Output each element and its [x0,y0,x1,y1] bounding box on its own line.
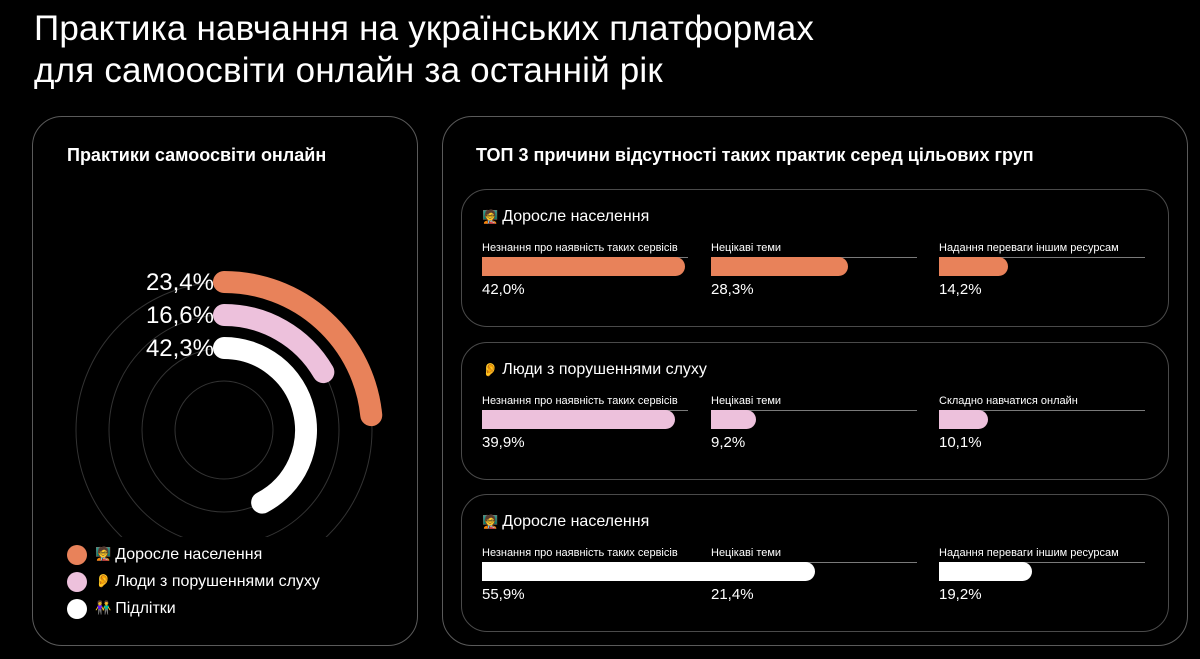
reason-label: Нецікаві теми [711,395,782,407]
guide-ring-4 [174,380,274,480]
reason-group-title: 👂 Люди з порушеннями слуху [482,361,707,379]
reason-bar [482,562,753,581]
legend-swatch [67,598,87,619]
reason-metric: Незнання про наявність таких сервісів 55,… [482,547,753,603]
legend-label: Підлітки [115,599,176,617]
page-title-line-2: для самоосвіти онлайн за останній рік [34,51,663,90]
reason-bar-baseline [939,562,1145,563]
reason-metric: Нецікаві теми 28,3% [711,242,917,298]
reason-value: 10,1% [939,434,982,451]
reasons-panel: ТОП 3 причини відсутності таких практик … [442,116,1188,646]
reason-metric: Складно навчатися онлайн 10,1% [939,395,1145,451]
reason-bar [939,410,988,429]
reason-bar [711,257,848,276]
reason-bar [482,410,676,429]
legend-label: Люди з порушеннями слуху [115,572,320,590]
legend-item-1: 🧑‍🏫 Доросле населення [67,541,320,568]
group-icon: 👫 [95,601,112,616]
reason-group-title: 🧑‍🏫 Доросле населення [482,513,649,531]
reason-label: Надання переваги іншим ресурсам [939,242,1119,254]
reason-group-3: 🧑‍🏫 Доросле населення Незнання про наявніс… [461,494,1169,632]
reason-value: 21,4% [711,586,754,603]
reason-bar-track [939,409,1145,429]
reason-metric: Надання переваги іншим ресурсам 14,2% [939,242,1145,298]
reason-bar [711,410,756,429]
reason-label: Незнання про наявність таких сервісів [482,395,678,407]
reason-bar-track [482,561,753,581]
reason-metric: Нецікаві теми 9,2% [711,395,917,451]
group-name: Доросле населення [502,208,650,225]
page-title: Практика навчання на українських платфор… [34,8,814,92]
reason-bar-track [482,409,688,429]
legend-item-2: 👂 Люди з порушеннями слуху [67,568,320,595]
reason-bar-track [482,256,688,276]
reason-value: 19,2% [939,586,982,603]
group-icon: 🧑‍🏫 [482,515,499,530]
reason-metric: Нецікаві теми 21,4% [711,547,917,603]
reason-bar-baseline [939,410,1145,411]
chart-legend: 🧑‍🏫 Доросле населення 👂 Люди з порушеннями … [67,541,320,622]
reason-label: Надання переваги іншим ресурсам [939,547,1119,559]
reason-bar-baseline [711,410,917,411]
reason-metric: Незнання про наявність таких сервісів 39,… [482,395,688,451]
radial-chart-panel: Практики самоосвіти онлайн 23,4% 16,6% 42,… [32,116,418,646]
radial-arc-3 [213,337,317,514]
reason-bar [939,562,1032,581]
group-name: Доросле населення [502,513,650,530]
reason-bar-track [711,561,917,581]
reason-bar-baseline [711,562,917,563]
reason-label: Нецікаві теми [711,242,782,254]
legend-swatch [67,571,87,592]
reasons-title: ТОП 3 причини відсутності таких практик … [476,145,1034,165]
reason-value: 28,3% [711,281,754,298]
radial-bar-chart: 23,4% 16,6% 42,3% [75,269,383,537]
reason-value: 55,9% [482,586,525,603]
reason-group-title: 🧑‍🏫 Доросле населення [482,208,649,226]
reason-bar-track [711,409,917,429]
reason-value: 14,2% [939,281,982,298]
reason-label: Незнання про наявність таких сервісів [482,547,678,559]
reason-bar [939,257,1008,276]
radial-arc-1 [213,271,383,427]
group-icon: 👂 [482,363,499,378]
radial-value-label-1: 23,4% [146,269,214,296]
legend-item-3: 👫 Підлітки [67,595,320,622]
reason-label: Незнання про наявність таких сервісів [482,242,678,254]
reason-group-1: 🧑‍🏫 Доросле населення Незнання про наявніс… [461,189,1169,327]
reason-label: Складно навчатися онлайн [939,395,1078,407]
reason-value: 42,0% [482,281,525,298]
reason-bar-baseline [939,257,1145,258]
reason-bar-track [939,561,1145,581]
group-icon: 🧑‍🏫 [95,547,112,562]
reason-bar [482,257,686,276]
legend-swatch [67,544,87,565]
reason-bar-track [711,256,917,276]
legend-label: Доросле населення [115,545,263,563]
reason-value: 9,2% [711,434,746,451]
reason-label: Нецікаві теми [711,547,782,559]
group-name: Люди з порушеннями слуху [502,361,707,378]
reason-bar-track [939,256,1145,276]
reason-group-2: 👂 Люди з порушеннями слуху Незнання про на… [461,342,1169,480]
radial-value-label-3: 42,3% [146,335,214,362]
group-icon: 👂 [95,574,112,589]
reason-metric: Надання переваги іншим ресурсам 19,2% [939,547,1145,603]
reason-metric: Незнання про наявність таких сервісів 42,… [482,242,688,298]
radial-value-label-2: 16,6% [146,302,214,329]
group-icon: 🧑‍🏫 [482,210,499,225]
reason-value: 39,9% [482,434,525,451]
page-title-line-1: Практика навчання на українських платфор… [34,9,815,48]
reason-bar [711,562,815,581]
radial-chart-title: Практики самоосвіти онлайн [67,145,327,165]
radial-arc-2 [213,304,335,384]
